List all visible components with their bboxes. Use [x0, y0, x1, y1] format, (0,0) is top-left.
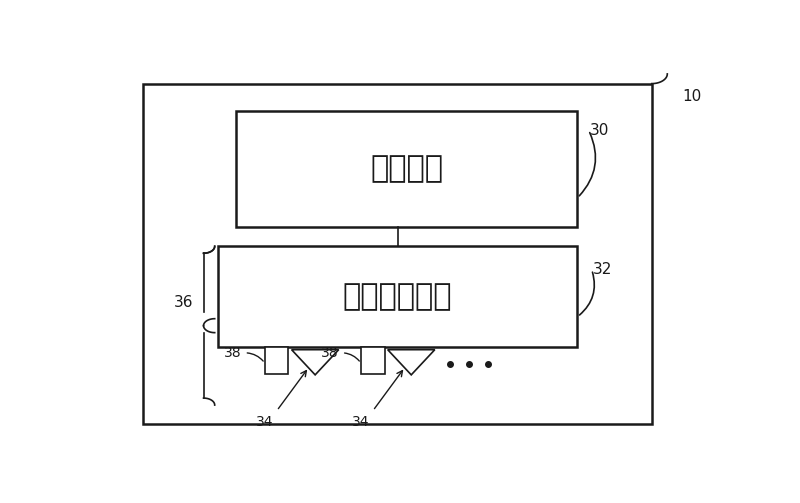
Text: 30: 30 — [590, 123, 609, 138]
Bar — [361, 347, 385, 374]
Text: 38: 38 — [224, 346, 242, 360]
Bar — [143, 83, 652, 425]
Bar — [265, 347, 289, 374]
Bar — [237, 111, 578, 227]
Text: 32: 32 — [593, 262, 612, 277]
Text: 10: 10 — [683, 90, 702, 105]
Text: 34: 34 — [255, 415, 273, 430]
Bar — [218, 246, 578, 347]
Text: 34: 34 — [352, 415, 369, 430]
Text: 射频收发信机: 射频收发信机 — [343, 282, 452, 311]
Text: 控制电路: 控制电路 — [370, 154, 443, 183]
Text: 36: 36 — [174, 295, 193, 310]
Text: 38: 38 — [321, 346, 338, 360]
